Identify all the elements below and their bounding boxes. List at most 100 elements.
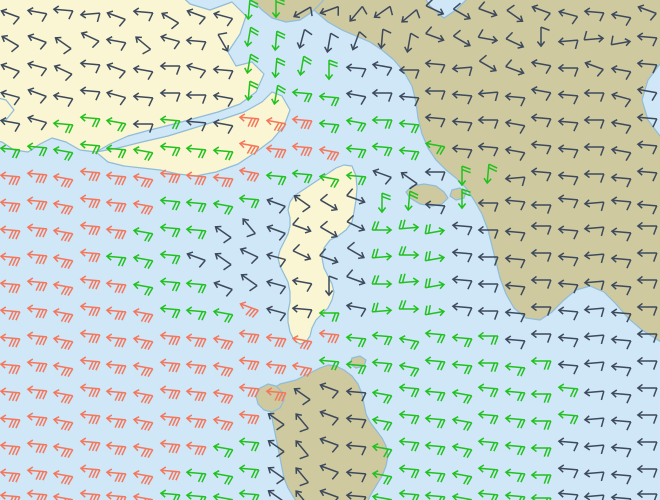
barb-tick <box>144 286 151 296</box>
barb-arrowhead <box>477 252 484 262</box>
barb-shaft <box>452 93 472 97</box>
barb-arrowhead <box>79 113 87 122</box>
barb-tick <box>250 172 257 182</box>
barb-tick <box>463 394 470 404</box>
wind-barb <box>424 304 446 317</box>
wind-barb <box>26 304 48 319</box>
barb-shaft <box>135 36 152 50</box>
barb-shaft <box>558 147 578 151</box>
barb-shaft <box>352 31 361 50</box>
barb-tick <box>88 306 94 316</box>
wind-barb <box>185 468 207 483</box>
wind-barb <box>318 119 340 134</box>
barb-shaft <box>452 278 472 282</box>
barb-shaft <box>399 95 419 99</box>
barb-shaft <box>160 35 180 43</box>
barb-shaft <box>160 334 180 338</box>
wind-barb <box>504 468 526 483</box>
barb-tick <box>38 494 45 500</box>
barb-arrowhead <box>27 87 35 96</box>
wind-barb <box>504 335 526 350</box>
wind-barb <box>636 275 658 289</box>
wind-barb <box>212 470 234 486</box>
barb-tick <box>201 284 207 294</box>
barb-shaft <box>558 93 578 97</box>
wind-barb <box>238 113 260 128</box>
barb-shaft <box>292 279 312 285</box>
barb-shaft <box>452 224 472 228</box>
barb-tick <box>175 471 181 481</box>
barb-arrowhead <box>371 493 379 500</box>
wind-barb <box>105 414 127 429</box>
wind-barb <box>477 279 499 293</box>
wind-barb <box>557 225 579 240</box>
barb-tick <box>60 367 67 376</box>
barb-shaft <box>268 467 285 480</box>
barb-tick <box>35 470 41 480</box>
wind-barb <box>159 88 181 102</box>
barb-tick <box>140 340 147 349</box>
barb-arrowhead <box>610 227 618 236</box>
barb-arrowhead <box>185 306 193 315</box>
barb-arrowhead <box>610 146 618 155</box>
barb-shaft <box>133 364 153 370</box>
barb-arrowhead <box>385 306 393 315</box>
wind-barb <box>52 362 74 378</box>
barb-tick <box>147 233 154 243</box>
wind-barb <box>610 119 632 135</box>
barb-tick <box>516 367 523 377</box>
barb-tick <box>254 334 260 344</box>
barb-tick <box>303 120 310 130</box>
wind-barb <box>424 491 446 500</box>
barb-arrowhead <box>610 11 618 20</box>
barb-arrowhead <box>398 489 406 498</box>
barb-arrowhead <box>296 42 305 49</box>
barb-shaft <box>372 391 392 397</box>
barb-tick <box>194 364 200 374</box>
barb-tick <box>8 495 14 500</box>
barb-tick <box>228 151 234 161</box>
barb-tick <box>175 174 181 184</box>
barb-tick <box>117 392 124 402</box>
wind-barb <box>477 489 499 500</box>
barb-shaft <box>0 228 20 232</box>
barb-arrowhead <box>504 362 512 371</box>
barb-tick <box>42 228 48 238</box>
barb-arrowhead <box>132 65 140 74</box>
barb-tick <box>304 28 313 36</box>
barb-tick <box>121 473 127 483</box>
barb-tick <box>35 416 41 426</box>
wind-barb <box>26 7 48 23</box>
barb-tick <box>64 313 71 323</box>
barb-tick <box>147 395 154 405</box>
wind-barb <box>371 115 393 129</box>
barb-shaft <box>133 148 153 154</box>
barb-tick <box>600 226 605 237</box>
barb-tick <box>493 469 499 479</box>
barb-tick <box>383 475 390 485</box>
barb-tick <box>15 392 21 402</box>
barb-shaft <box>274 31 278 51</box>
barb-tick <box>467 95 473 105</box>
barb-shaft <box>0 119 20 125</box>
barb-arrowhead <box>424 200 432 209</box>
barb-shaft <box>505 338 525 342</box>
wind-barb <box>345 144 367 159</box>
wind-barb <box>345 90 367 106</box>
barb-shaft <box>425 332 445 336</box>
barb-shaft <box>266 174 286 178</box>
barb-tick <box>91 118 98 128</box>
barb-arrowhead <box>79 356 87 365</box>
barb-arrowhead <box>185 441 193 450</box>
barb-tick <box>505 31 514 40</box>
wind-barb <box>238 489 260 500</box>
barb-tick <box>652 64 658 74</box>
wind-barb <box>583 30 605 43</box>
barb-shaft <box>346 336 366 340</box>
barb-tick <box>11 473 18 483</box>
barb-tick <box>328 275 338 281</box>
barb-tick <box>387 147 393 157</box>
barb-tick <box>383 394 390 404</box>
wind-barb <box>477 198 499 212</box>
